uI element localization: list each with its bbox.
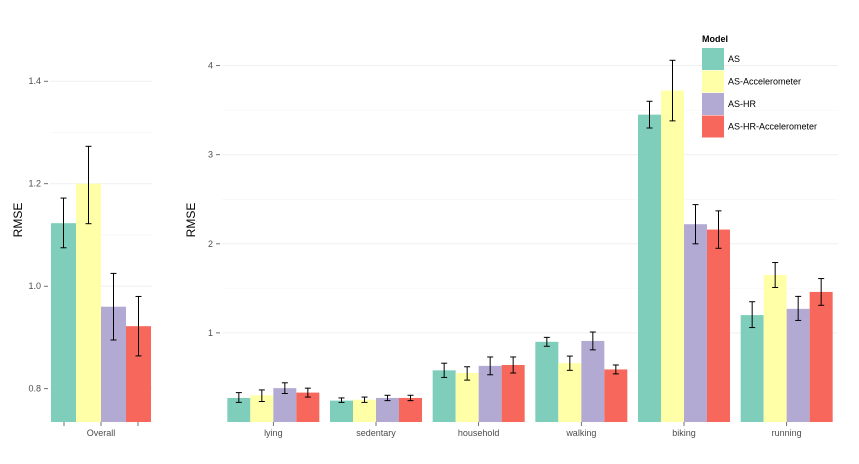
x-tick-label-lying: lying	[264, 428, 283, 438]
overall-y-tick-label: 1.2	[28, 179, 41, 189]
overall-y-tick-label: 0.8	[28, 384, 41, 394]
error-bar-lying-as-accelerometer	[258, 389, 265, 403]
activity-panel: 1 2 3 4 RMSE lying sedentary household walking bi…	[184, 59, 838, 438]
bar-sedentary-as-hr-accelerometer	[399, 397, 422, 422]
bar-sedentary-as	[330, 400, 353, 422]
error-bar-biking-as-accelerometer	[669, 59, 676, 122]
bar-household-as-hr	[478, 365, 502, 422]
error-bar-running-as-hr-accelerometer	[818, 278, 825, 306]
error-bar-sedentary-as	[338, 397, 345, 403]
legend-swatch-as	[702, 48, 724, 70]
error-bar-running-as-accelerometer	[772, 262, 779, 288]
error-bar-household-as-accelerometer	[464, 366, 471, 381]
bar-running-as	[740, 315, 764, 422]
bar-sedentary-as-hr	[376, 397, 399, 422]
bar-lying-as	[227, 397, 251, 422]
x-tick-label-household: household	[458, 428, 500, 438]
overall-panel: 0.8 1.0 1.2 1.4 RMSE Overall	[11, 76, 152, 438]
overall-y-tick-label: 1.4	[28, 76, 41, 86]
error-bar-overall-as	[60, 197, 67, 249]
error-bar-household-as-hr-accelerometer	[510, 356, 517, 374]
error-bar-biking-as-hr	[692, 204, 699, 245]
bar-running-as-accelerometer	[763, 275, 787, 422]
bar-household-as-accelerometer	[455, 373, 479, 422]
activity-y-tick-label: 2	[208, 239, 213, 249]
overall-y-axis-title: RMSE	[11, 203, 25, 238]
bar-biking-as-accelerometer	[661, 90, 684, 422]
bar-lying-as-hr-accelerometer	[296, 392, 320, 422]
legend-label-as-hr: AS-HR	[728, 99, 757, 109]
error-bar-walking-as-accelerometer	[566, 355, 573, 371]
activity-y-axis-title: RMSE	[184, 203, 198, 238]
error-bar-overall-as-hr	[110, 272, 117, 341]
legend-swatch-as-accelerometer	[702, 70, 724, 93]
error-bar-walking-as-hr-accelerometer	[612, 364, 619, 375]
error-bar-lying-as	[235, 392, 242, 403]
x-tick-label-running: running	[772, 428, 802, 438]
bar-walking-as-hr	[581, 340, 605, 422]
x-tick-label-sedentary: sedentary	[356, 428, 396, 438]
error-bar-running-as	[749, 301, 756, 329]
bar-lying-as-hr	[273, 388, 297, 422]
error-bar-household-as-hr	[487, 356, 494, 376]
bar-sedentary-as-accelerometer	[353, 399, 376, 422]
error-bar-running-as-hr	[795, 295, 802, 321]
overall-y-tick-label: 1.0	[28, 281, 41, 291]
x-tick-label-overall: Overall	[87, 428, 116, 438]
activity-y-tick-label: 4	[208, 61, 213, 71]
bar-running-as-hr-accelerometer	[809, 291, 833, 422]
error-bar-lying-as-hr	[281, 382, 288, 394]
error-bar-household-as	[441, 362, 448, 378]
legend-label-as-hr-accelerometer: AS-HR-Accelerometer	[728, 122, 817, 132]
bar-biking-as-hr	[684, 224, 707, 422]
bar-biking-as	[638, 114, 661, 423]
bar-running-as-hr	[786, 308, 810, 422]
bar-household-as-hr-accelerometer	[501, 364, 525, 422]
bar-walking-as-accelerometer	[558, 363, 582, 422]
x-tick-label-biking: biking	[672, 428, 696, 438]
bar-walking-as-hr-accelerometer	[604, 369, 628, 422]
error-bar-overall-as-hr-accelerometer	[135, 295, 142, 357]
error-bar-lying-as-hr-accelerometer	[304, 387, 311, 398]
legend-swatch-as-hr	[702, 93, 724, 115]
error-bar-walking-as-hr	[589, 331, 596, 351]
legend-swatch-as-hr-accelerometer	[702, 115, 724, 138]
bar-lying-as-accelerometer	[250, 395, 274, 422]
legend-label-as-accelerometer: AS-Accelerometer	[728, 77, 801, 87]
error-bar-biking-as-hr-accelerometer	[715, 210, 722, 249]
error-bar-biking-as	[646, 100, 653, 129]
error-bar-sedentary-as-hr-accelerometer	[407, 394, 414, 402]
error-bar-sedentary-as-hr	[384, 394, 391, 402]
error-bar-overall-as-accelerometer	[85, 145, 92, 225]
legend-label-as: AS	[728, 54, 740, 64]
bar-household-as	[432, 370, 456, 422]
legend-title: Model	[702, 34, 728, 44]
x-tick-label-walking: walking	[565, 428, 596, 438]
bar-walking-as	[535, 341, 559, 422]
bar-biking-as-hr-accelerometer	[707, 229, 730, 422]
error-bar-walking-as	[543, 336, 550, 347]
activity-y-tick-label: 1	[208, 328, 213, 338]
error-bar-sedentary-as-accelerometer	[361, 396, 368, 403]
activity-y-tick-label: 3	[208, 150, 213, 160]
bar-overall-as	[51, 223, 76, 422]
